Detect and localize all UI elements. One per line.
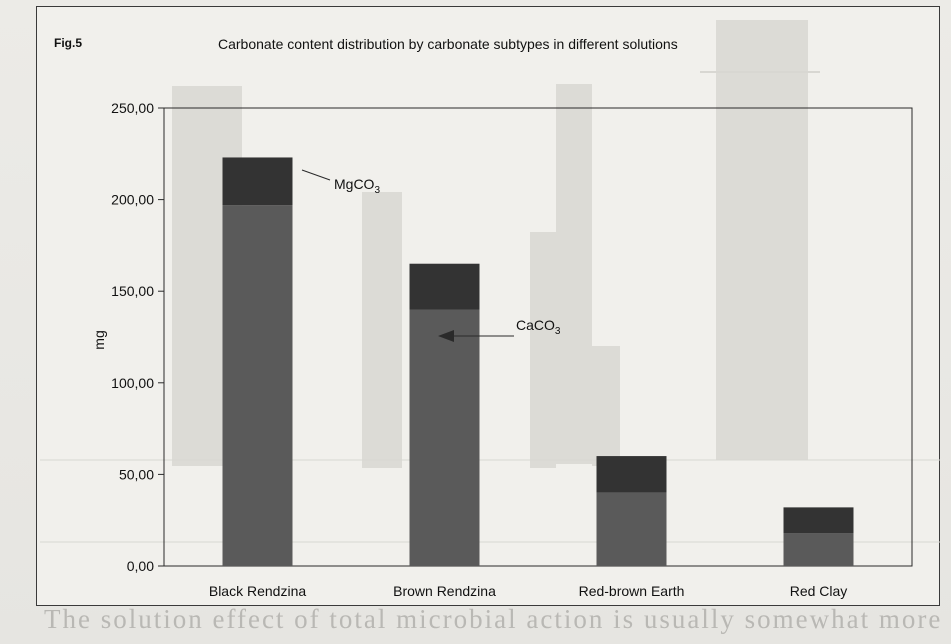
bar-caco3-1	[409, 309, 480, 566]
x-tick-label: Black Rendzina	[209, 583, 306, 599]
chart-title: Carbonate content distribution by carbon…	[218, 36, 678, 52]
annotation-caco3: CaCO3	[438, 317, 561, 342]
annotation-caco3-label: CaCO3	[516, 317, 561, 337]
bar-mgco3-0	[222, 157, 293, 206]
bars	[222, 157, 854, 566]
y-tick-label: 250,00	[111, 100, 154, 116]
x-tick-label: Red-brown Earth	[579, 583, 685, 599]
y-tick-label: 100,00	[111, 375, 154, 391]
x-tick-label: Brown Rendzina	[393, 583, 496, 599]
bar-caco3-0	[222, 205, 293, 566]
y-tick-label: 150,00	[111, 283, 154, 299]
y-tick-label: 50,00	[119, 466, 154, 482]
figure-label: Fig.5	[54, 36, 83, 50]
bleed-through-decoration	[40, 20, 940, 543]
annotation-mgco3: MgCO3	[301, 169, 380, 196]
y-ticks: 0,00 50,00 100,00 150,00 200,00 250,00	[111, 100, 164, 574]
y-axis-title: mg	[91, 330, 107, 349]
bar-mgco3-1	[409, 263, 480, 310]
bar-caco3-2	[596, 492, 667, 566]
bar-mgco3-2	[596, 456, 667, 493]
y-tick-label: 200,00	[111, 192, 154, 208]
y-tick-label: 0,00	[127, 558, 154, 574]
bar-caco3-3	[783, 533, 854, 566]
bar-mgco3-3	[783, 507, 854, 534]
body-text-line: The solution effect of total microbial a…	[44, 604, 943, 634]
annotation-mgco3-label: MgCO3	[334, 176, 380, 196]
x-tick-label: Red Clay	[790, 583, 848, 599]
annotation-mgco3-leader	[301, 169, 331, 181]
x-tick-labels: Black Rendzina Brown Rendzina Red-brown Ea…	[209, 583, 847, 599]
annotation-caco3-arrowhead	[438, 330, 454, 342]
